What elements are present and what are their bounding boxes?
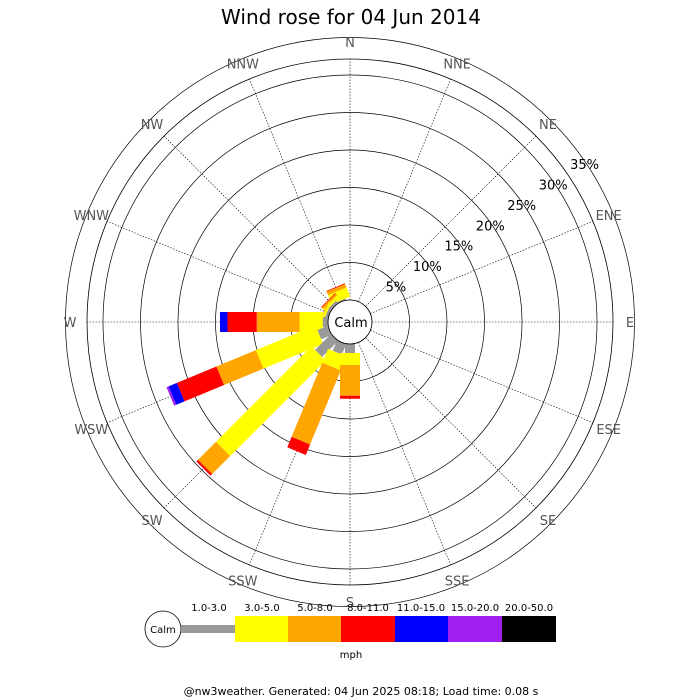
petal-sw-bin-1: [216, 346, 326, 456]
spoke-ene: [370, 221, 594, 314]
direction-label-wsw: WSW: [74, 423, 108, 438]
legend-unit-label: mph: [340, 650, 362, 661]
direction-label-ssw: SSW: [228, 575, 258, 590]
petal-wsw-bin-3: [176, 366, 225, 402]
petal-wnw-bin-1: [320, 302, 331, 322]
direction-label-sw: SW: [141, 514, 162, 529]
legend-label-6: 20.0-50.0: [505, 603, 553, 614]
direction-label-ese: ESE: [596, 423, 621, 438]
legend-label-1: 3.0-5.0: [244, 603, 279, 614]
petal-s-bin-3: [340, 395, 360, 399]
petal-s-bin-1: [340, 353, 360, 365]
direction-label-w: W: [64, 316, 77, 331]
petal-s-bin-0: [345, 344, 355, 353]
direction-label-wnw: WNW: [74, 209, 110, 224]
direction-label-nne: NNE: [443, 57, 471, 72]
petal-wnw-bin-0: [324, 307, 332, 319]
direction-label-nnw: NNW: [227, 57, 259, 72]
calm-label: Calm: [334, 316, 367, 331]
ring-label-10: 10%: [413, 260, 442, 275]
petal-wsw-bin-1: [255, 325, 324, 369]
petal-sw-bin-2: [197, 441, 231, 475]
petal-wsw-bin-4: [168, 382, 185, 405]
legend-swatch-5: [448, 616, 502, 642]
direction-label-n: N: [345, 36, 355, 51]
legend-calm-label: Calm: [150, 625, 176, 636]
spoke-nnw: [249, 78, 342, 302]
direction-label-nw: NW: [141, 118, 164, 133]
petal-w-bin-0: [322, 317, 328, 327]
petal-nw-bin-2: [321, 293, 338, 310]
direction-label-ne: NE: [539, 118, 557, 133]
legend-label-3: 8.0-11.0: [347, 603, 389, 614]
ring-label-25: 25%: [507, 199, 536, 214]
legend-swatch-6: [502, 616, 556, 642]
chart-title: Wind rose for 04 Jun 2014: [221, 5, 481, 29]
legend-label-4: 11.0-15.0: [397, 603, 445, 614]
petal-w-bin-4: [220, 312, 228, 332]
spoke-ne: [365, 135, 537, 307]
legend-swatch-1: [235, 616, 288, 642]
petal-wsw-bin-5: [166, 386, 177, 406]
spoke-wnw: [106, 221, 330, 314]
direction-label-se: SE: [540, 514, 556, 529]
petal-ssw-bin-3: [287, 436, 311, 455]
petal-nnw-bin-3: [326, 283, 346, 292]
petal-wsw-bin-0: [317, 325, 332, 340]
petal-nnw-bin-0: [336, 298, 347, 304]
direction-label-s: S: [346, 596, 354, 611]
legend-swatch-2: [288, 616, 341, 642]
spoke-se: [365, 337, 537, 509]
ring-35: [65, 37, 635, 607]
direction-label-e: E: [626, 316, 634, 331]
petal-w-bin-1: [299, 312, 323, 332]
petal-nw-bin-3: [321, 293, 336, 308]
legend-label-0: 1.0-3.0: [191, 603, 226, 614]
petal-sw-bin-3: [196, 459, 213, 476]
direction-labels-group: N NNE NE ENE E ESE SE SSE S SSW SW WSW W WNW NW NNW: [64, 36, 635, 611]
calm-circle-group: Calm: [327, 299, 373, 345]
petal-sw-bin-0: [314, 334, 338, 358]
spoke-sse: [358, 342, 451, 566]
petal-w-bin-2: [256, 312, 300, 332]
calm-circle: [327, 299, 373, 345]
petal-wsw-bin-2: [216, 350, 264, 386]
petal-s-bin-2: [340, 365, 360, 396]
spoke-ese: [370, 330, 594, 423]
legend-swatch-0: [181, 625, 235, 633]
ring-labels-group: 5% 10%15%20%25%30%35%: [386, 158, 599, 296]
petals-group: [166, 283, 360, 476]
legend-group: Calm 1.0-3.0 3.0-5.0 5.0-8.0 8.0-11.0 11.0-15…: [144, 603, 556, 661]
direction-label-ene: ENE: [596, 209, 622, 224]
legend-label-2: 5.0-8.0: [297, 603, 332, 614]
petal-ssw-bin-2: [291, 362, 341, 445]
ring-label-30: 30%: [539, 178, 568, 193]
petal-w-bin-3: [227, 312, 257, 332]
ring-label-35: 35%: [570, 158, 599, 173]
petal-nnw-bin-2: [326, 283, 347, 296]
legend-swatch-3: [341, 616, 395, 642]
petal-nw-bin-0: [328, 300, 338, 310]
petal-ssw-bin-0: [332, 340, 347, 355]
spoke-nw: [163, 135, 335, 307]
legend-swatch-4: [395, 616, 448, 642]
legend-label-5: 15.0-20.0: [451, 603, 499, 614]
footer-text: @nw3weather. Generated: 04 Jun 2025 08:1…: [184, 685, 539, 698]
direction-label-sse: SSE: [445, 575, 470, 590]
ring-label-20: 20%: [476, 219, 505, 234]
ring-label-5: 5%: [386, 281, 407, 296]
ring-label-15: 15%: [444, 240, 473, 255]
spoke-nne: [358, 78, 451, 302]
